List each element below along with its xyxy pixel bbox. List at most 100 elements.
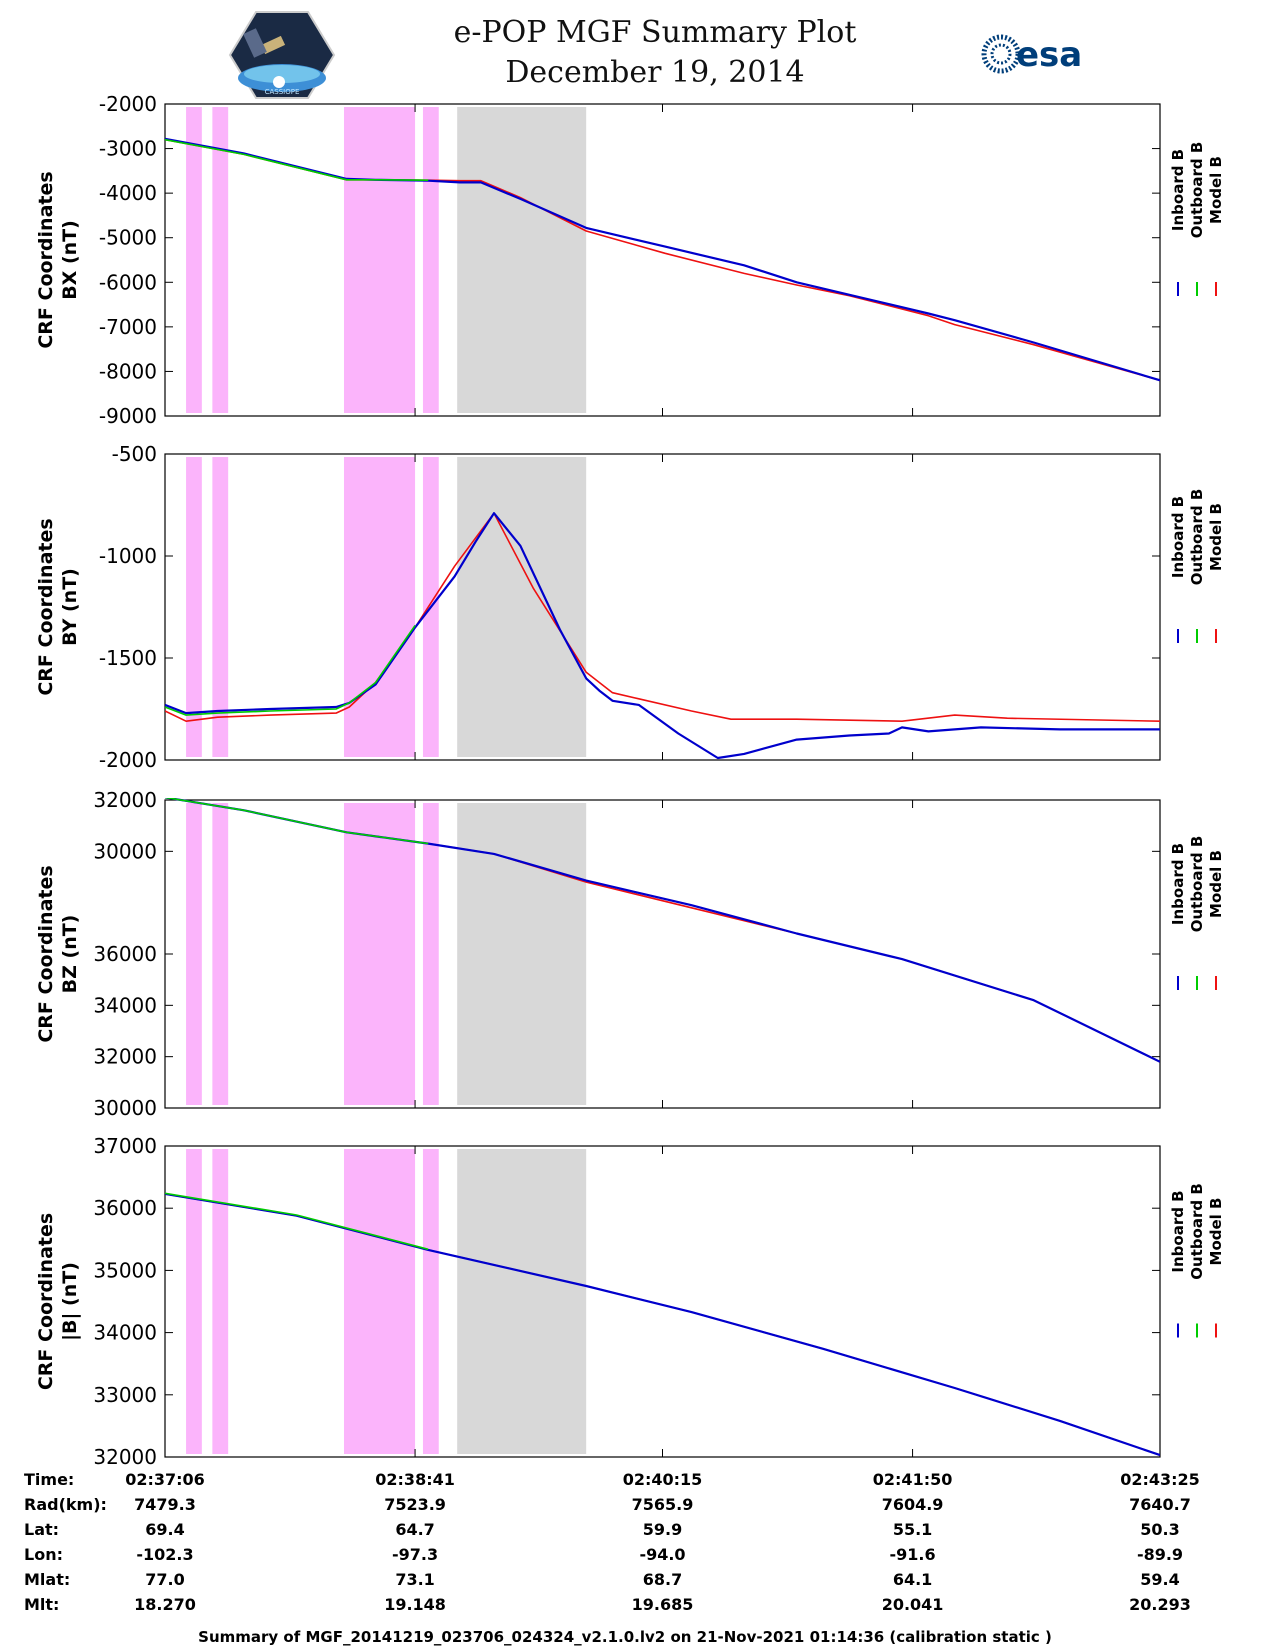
y-tick-label: 32000 — [93, 1045, 157, 1069]
legend: Inboard B Outboard B Model B — [1169, 489, 1225, 643]
legend-label: Outboard B — [1188, 142, 1206, 239]
legend-label: Inboard B — [1169, 149, 1187, 231]
info-value: 55.1 — [893, 1520, 932, 1539]
info-value: 59.4 — [1140, 1570, 1179, 1589]
y-tick-label: -4000 — [99, 181, 157, 205]
y-axis-unit-label: |B| (nT) — [59, 1262, 81, 1341]
y-tick-label: -2000 — [99, 92, 157, 116]
y-tick-label: 30000 — [93, 839, 157, 863]
series-inboard-b — [165, 798, 1160, 1063]
gray-band-5 — [457, 107, 587, 413]
info-value: 20.293 — [1129, 1595, 1191, 1614]
pink-band-4 — [422, 107, 439, 413]
info-value: 64.1 — [893, 1570, 932, 1589]
plot-date: December 19, 2014 — [505, 55, 804, 90]
legend-label: Inboard B — [1169, 496, 1187, 578]
pink-band-3 — [343, 107, 416, 413]
legend: Inboard B Outboard B Model B — [1169, 142, 1225, 296]
info-value: 02:38:41 — [375, 1470, 455, 1489]
chart-panel-3: 32000 30000 36000 34000 32000 30000 CRF Coordi… — [35, 788, 1225, 1120]
plot-frame — [164, 103, 1161, 417]
info-value: 50.3 — [1140, 1520, 1179, 1539]
y-tick-label: -1500 — [99, 646, 157, 670]
y-tick-label: -3000 — [99, 137, 157, 161]
series-model-b — [165, 798, 1160, 1063]
footer-text: Summary of MGF_20141219_023706_024324_v2… — [198, 1628, 1052, 1646]
legend-label: Outboard B — [1188, 489, 1206, 586]
y-tick-label: -1000 — [99, 544, 157, 568]
y-axis-label: CRF Coordinates — [35, 171, 57, 348]
y-tick-label: 34000 — [93, 993, 157, 1017]
info-value: 02:43:25 — [1120, 1470, 1200, 1489]
y-tick-label: 34000 — [93, 1321, 157, 1345]
legend-label: Model B — [1207, 156, 1225, 224]
legend-label: Outboard B — [1188, 1183, 1206, 1280]
legend-label: Model B — [1207, 503, 1225, 571]
info-value: 18.270 — [134, 1595, 196, 1614]
info-value: 69.4 — [145, 1520, 184, 1539]
series-outboard-b — [165, 798, 429, 845]
y-tick-label: -8000 — [99, 359, 157, 383]
legend-label: Model B — [1207, 850, 1225, 918]
esa-emblem-icon — [981, 34, 1021, 74]
series-inboard-b — [165, 512, 1160, 760]
info-value: -91.6 — [890, 1545, 936, 1564]
plot-frame — [164, 799, 1161, 1109]
y-axis-label: CRF Coordinates — [35, 865, 57, 1042]
y-tick-label: 35000 — [93, 1258, 157, 1282]
chart-panel-4: 37000 36000 35000 34000 33000 32000 CRF Coordi… — [35, 1134, 1225, 1469]
series-model-b — [165, 138, 1160, 382]
y-tick-label: 36000 — [93, 1196, 157, 1220]
info-value: 7565.9 — [632, 1495, 694, 1514]
legend-label: Model B — [1207, 1198, 1225, 1266]
info-value: 20.041 — [882, 1595, 944, 1614]
y-tick-label: 37000 — [93, 1134, 157, 1158]
gray-band-5 — [457, 1149, 587, 1454]
series-model-b — [165, 512, 1160, 723]
gray-band-5 — [457, 803, 587, 1105]
info-value: -89.9 — [1137, 1545, 1183, 1564]
y-tick-label: -6000 — [99, 270, 157, 294]
series-outboard-b — [165, 1192, 429, 1251]
pink-band-1 — [186, 457, 202, 757]
y-tick-label: -9000 — [99, 404, 157, 428]
cassiope-logo-text: CASSIOPE — [265, 88, 300, 96]
y-axis-label: CRF Coordinates — [35, 1213, 57, 1390]
y-axis-unit-label: BX (nT) — [59, 220, 81, 300]
pink-band-4 — [422, 1149, 439, 1454]
info-row-label: Mlt: — [24, 1595, 59, 1614]
info-row-label: Rad(km): — [24, 1495, 107, 1514]
esa-logo-text: esa — [1016, 35, 1082, 75]
esa-logo: esa — [981, 34, 1082, 75]
legend: Inboard B Outboard B Model B — [1169, 1183, 1225, 1338]
legend: Inboard B Outboard B Model B — [1169, 836, 1225, 990]
y-tick-label: 30000 — [93, 1096, 157, 1120]
pink-band-2 — [212, 803, 229, 1105]
pink-band-3 — [343, 1149, 416, 1454]
pink-band-1 — [186, 803, 202, 1105]
series-outboard-b — [165, 138, 429, 181]
info-value: 7640.7 — [1129, 1495, 1191, 1514]
info-value: 64.7 — [395, 1520, 434, 1539]
plot-title: e-POP MGF Summary Plot — [454, 15, 857, 50]
info-value: 02:41:50 — [873, 1470, 953, 1489]
series-outboard-b — [165, 624, 416, 716]
plot-frame — [164, 1145, 1161, 1458]
cassiope-logo: CASSIOPE — [228, 11, 336, 99]
series-inboard-b — [165, 137, 1160, 382]
y-axis-unit-label: BZ (nT) — [59, 915, 81, 994]
pink-band-2 — [212, 457, 229, 757]
pink-band-3 — [343, 803, 416, 1105]
pink-band-2 — [212, 1149, 229, 1454]
legend-label: Inboard B — [1169, 1190, 1187, 1272]
y-tick-label: 32000 — [93, 788, 157, 812]
info-value: 02:40:15 — [623, 1470, 703, 1489]
y-axis-label: CRF Coordinates — [35, 518, 57, 695]
gray-band-5 — [457, 457, 587, 757]
info-value: 68.7 — [643, 1570, 682, 1589]
info-value: 59.9 — [643, 1520, 682, 1539]
chart-panel-1: -2000 -3000 -4000 -5000 -6000 -7000 -8000 -9000… — [35, 92, 1225, 428]
info-value: -94.0 — [639, 1545, 685, 1564]
info-row-label: Mlat: — [24, 1570, 70, 1589]
